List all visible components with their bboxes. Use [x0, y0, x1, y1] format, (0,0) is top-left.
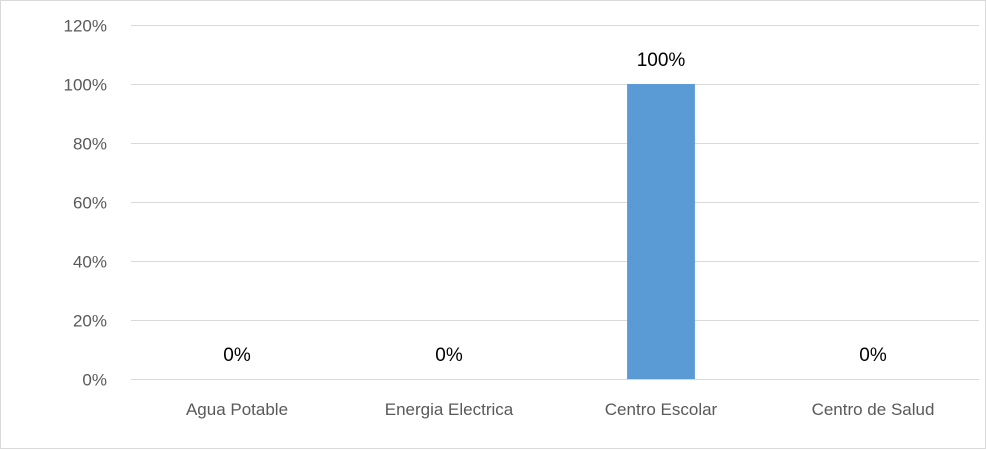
data-label: 0% — [859, 345, 887, 366]
x-tick-label: Centro de Salud — [812, 400, 935, 419]
y-tick-label: 60% — [73, 194, 107, 213]
bar-centro-escolar — [627, 84, 695, 379]
data-label: 100% — [637, 50, 686, 71]
x-tick-label: Energia Electrica — [385, 400, 514, 419]
x-tick-label: Centro Escolar — [605, 400, 718, 419]
gridlines — [131, 25, 979, 321]
y-tick-label: 0% — [82, 371, 107, 390]
y-tick-label: 120% — [64, 17, 107, 36]
data-label: 0% — [223, 345, 251, 366]
y-tick-label: 40% — [73, 253, 107, 272]
y-tick-label: 20% — [73, 312, 107, 331]
data-label: 0% — [435, 345, 463, 366]
labels: 0% 20% 40% 60% 80% 100% 120% 0% Agua Potable 0% En… — [64, 17, 935, 420]
y-tick-label: 100% — [64, 76, 107, 95]
bars — [627, 84, 695, 379]
x-tick-label: Agua Potable — [186, 400, 288, 419]
y-tick-label: 80% — [73, 135, 107, 154]
